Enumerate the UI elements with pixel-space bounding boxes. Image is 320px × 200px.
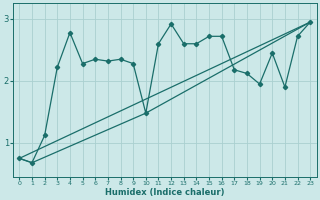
X-axis label: Humidex (Indice chaleur): Humidex (Indice chaleur) — [105, 188, 225, 197]
